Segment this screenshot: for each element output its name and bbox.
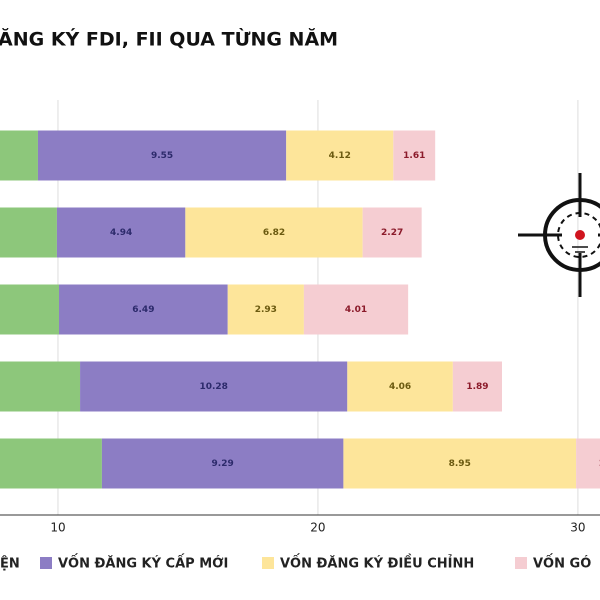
bar-segment	[59, 284, 228, 335]
bar-segment	[0, 207, 57, 258]
bar-segment	[227, 284, 304, 335]
x-tick-label: 10	[50, 521, 65, 535]
data-label: 4.12	[329, 151, 351, 161]
legend-label: VỐN GÓ	[533, 554, 591, 572]
bar-segment	[0, 130, 38, 181]
data-label: 2	[599, 459, 600, 469]
bar-segment	[56, 207, 186, 258]
data-label: 6.49	[132, 305, 154, 315]
data-label: 2.93	[255, 305, 277, 315]
bar-segment	[343, 438, 577, 489]
data-label: 9.29	[212, 459, 234, 469]
chart-title: ĂNG KÝ FDI, FII QUA TỪNG NĂM	[0, 27, 338, 51]
x-tick-label: 30	[570, 521, 585, 535]
bar-segment	[185, 207, 363, 258]
bar-segment	[452, 361, 502, 412]
data-label: 9.55	[151, 151, 173, 161]
bar-segment	[286, 130, 394, 181]
bar-segment	[347, 361, 453, 412]
bar-segment	[362, 207, 422, 258]
data-label: 1.61	[403, 151, 425, 161]
bar-segment	[576, 438, 600, 489]
data-label: 4.06	[389, 382, 411, 392]
bar-segment	[37, 130, 287, 181]
data-label: 10.28	[199, 382, 227, 392]
legend-swatch	[40, 557, 52, 569]
data-label: 1.89	[466, 382, 488, 392]
crosshair-icon	[518, 173, 600, 297]
data-label: 4.01	[345, 305, 367, 315]
legend-label: ỆN	[0, 556, 20, 572]
legend-label: VỐN ĐĂNG KÝ ĐIỀU CHỈNH	[280, 554, 474, 572]
legend-swatch	[262, 557, 274, 569]
bar-segment	[0, 361, 81, 412]
data-label: 4.94	[110, 228, 132, 238]
legend-label: VỐN ĐĂNG KÝ CẤP MỚI	[58, 554, 228, 572]
bar-segment	[0, 438, 102, 489]
x-tick-label: 20	[310, 521, 325, 535]
data-label: 6.82	[263, 228, 285, 238]
bar-segment	[80, 361, 348, 412]
bar-segment	[393, 130, 436, 181]
bar-segment	[303, 284, 409, 335]
data-label: 8.95	[449, 459, 471, 469]
bar-segment	[0, 284, 60, 335]
legend-swatch	[515, 557, 527, 569]
data-label: 2.27	[381, 228, 403, 238]
bar-segment	[101, 438, 344, 489]
